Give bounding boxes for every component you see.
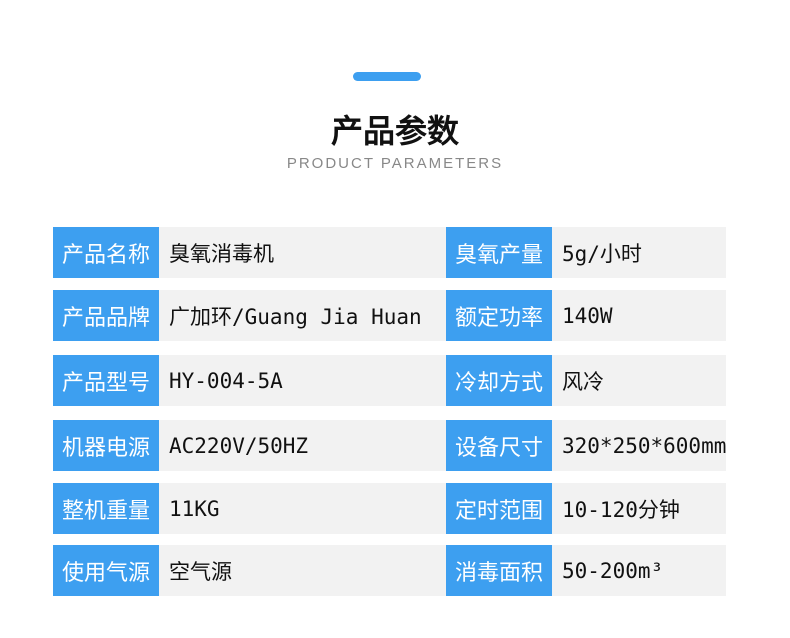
param-label: 机器电源 — [53, 420, 159, 471]
table-row: 产品型号 HY-004-5A 冷却方式 风冷 — [53, 355, 726, 406]
param-label: 冷却方式 — [446, 355, 552, 406]
param-label: 产品品牌 — [53, 290, 159, 341]
param-label: 产品名称 — [53, 227, 159, 278]
page-title: 产品参数 — [330, 112, 459, 150]
table-row: 使用气源 空气源 消毒面积 50-200m³ — [53, 545, 726, 596]
param-value: 臭氧消毒机 — [159, 227, 446, 278]
param-value: 空气源 — [159, 545, 446, 596]
param-label: 臭氧产量 — [446, 227, 552, 278]
param-value: 50-200m³ — [552, 545, 726, 596]
param-value: 11KG — [159, 483, 446, 534]
page-subtitle: PRODUCT PARAMETERS — [286, 155, 504, 172]
param-value: 5g/小时 — [552, 227, 726, 278]
param-value: 风冷 — [552, 355, 726, 406]
param-label: 额定功率 — [446, 290, 552, 341]
table-row: 产品品牌 广加环/Guang Jia Huan 额定功率 140W — [53, 290, 726, 341]
param-value: AC220V/50HZ — [159, 420, 446, 471]
table-row: 整机重量 11KG 定时范围 10-120分钟 — [53, 483, 726, 534]
param-label: 整机重量 — [53, 483, 159, 534]
param-label: 设备尺寸 — [446, 420, 552, 471]
param-label: 产品型号 — [53, 355, 159, 406]
accent-bar — [353, 72, 421, 81]
param-value: 320*250*600mm — [552, 420, 726, 471]
param-value: 10-120分钟 — [552, 483, 726, 534]
param-value: 140W — [552, 290, 726, 341]
param-value: HY-004-5A — [159, 355, 446, 406]
param-label: 定时范围 — [446, 483, 552, 534]
table-row: 产品名称 臭氧消毒机 臭氧产量 5g/小时 — [53, 227, 726, 278]
param-label: 消毒面积 — [446, 545, 552, 596]
param-label: 使用气源 — [53, 545, 159, 596]
param-value: 广加环/Guang Jia Huan — [159, 290, 446, 341]
table-row: 机器电源 AC220V/50HZ 设备尺寸 320*250*600mm — [53, 420, 726, 471]
